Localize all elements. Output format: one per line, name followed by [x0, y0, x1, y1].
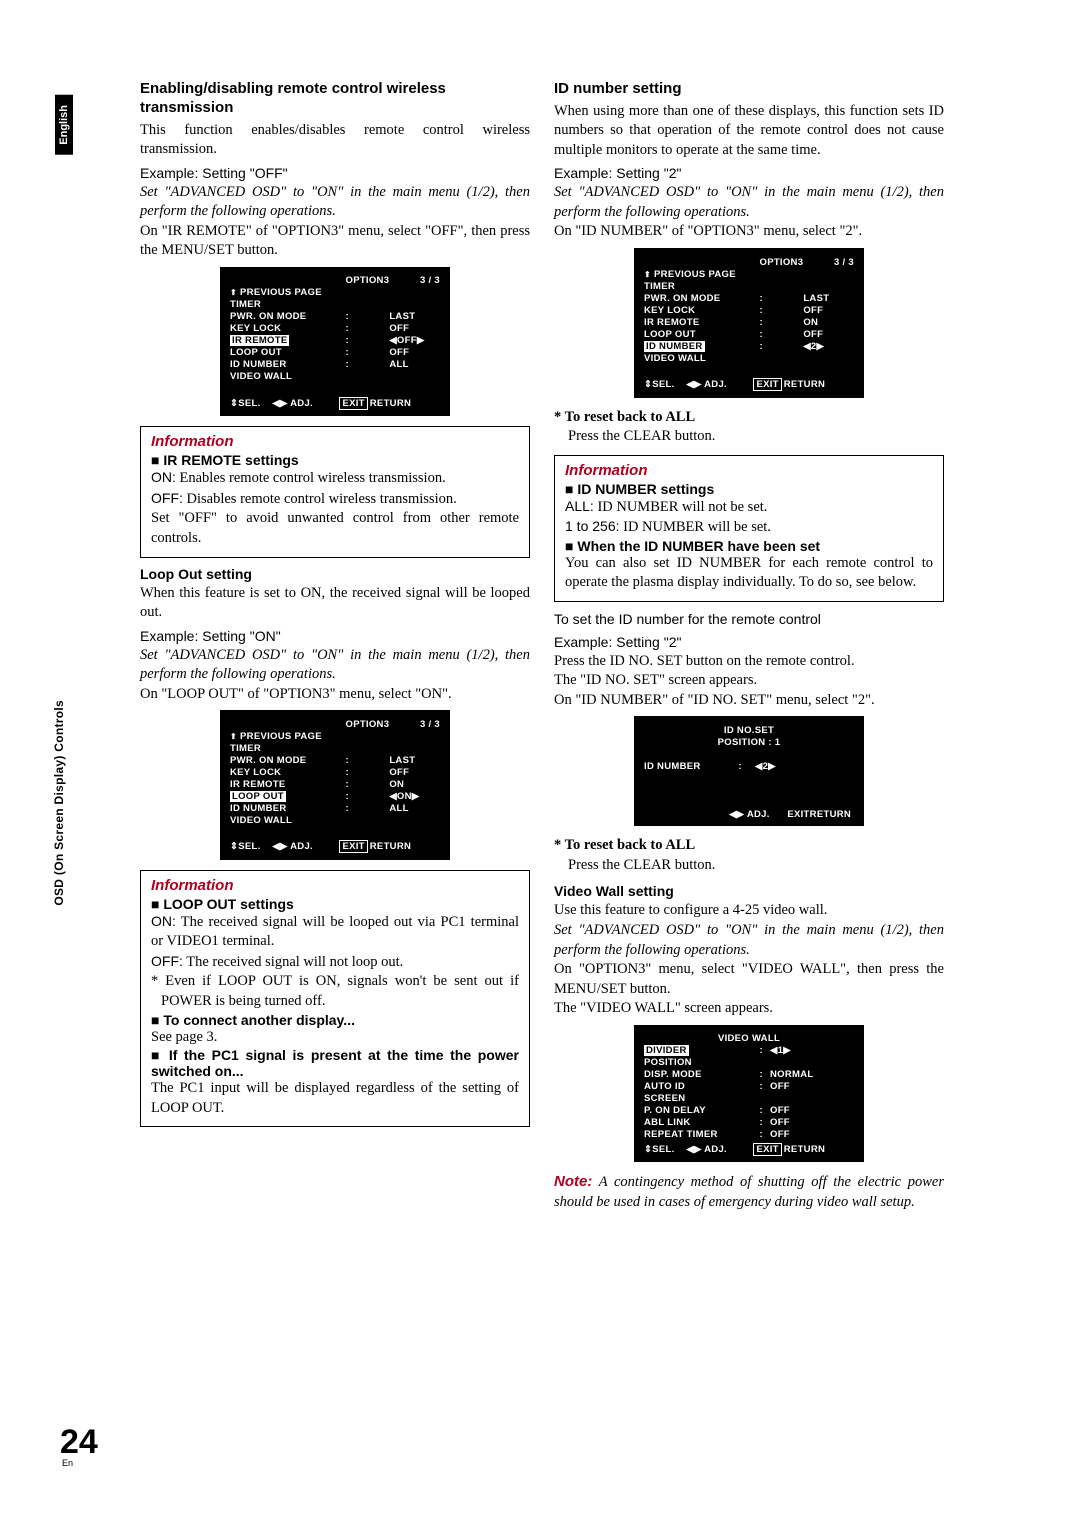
reset-line: * To reset back to ALL: [554, 836, 944, 856]
reset-line: * To reset back to ALL: [554, 408, 944, 428]
instruction: Set "ADVANCED OSD" to "ON" in the main m…: [140, 183, 530, 222]
note: Note: A contingency method of shutting o…: [554, 1172, 944, 1212]
osd-screen-loop-out: OPTION33 / 3 PREVIOUS PAGE TIMERPWR. ON …: [220, 710, 450, 860]
section-title: ID number setting: [554, 80, 944, 99]
para: When using more than one of these displa…: [554, 102, 944, 161]
para: When this feature is set to ON, the rece…: [140, 584, 530, 623]
info-title: Information: [565, 462, 933, 479]
example-label: Example: Setting "OFF": [140, 164, 530, 183]
info-line: See page 3.: [151, 1028, 519, 1048]
para: Use this feature to configure a 4-25 vid…: [554, 901, 944, 921]
info-title: Information: [151, 433, 519, 450]
example-label: Example: Setting "ON": [140, 627, 530, 646]
info-heading: ID NUMBER settings: [565, 481, 933, 497]
page-number: 24 En: [60, 1423, 98, 1468]
info-line: OFF: The received signal will not loop o…: [151, 952, 519, 973]
info-box: Information ID NUMBER settings ALL: ID N…: [554, 455, 944, 602]
info-heading: If the PC1 signal is present at the time…: [151, 1047, 519, 1079]
instruction: Set "ADVANCED OSD" to "ON" in the main m…: [554, 921, 944, 960]
left-column: Enabling/disabling remote control wirele…: [140, 80, 530, 1212]
content-columns: Enabling/disabling remote control wirele…: [140, 80, 1000, 1212]
info-heading: When the ID NUMBER have been set: [565, 538, 933, 554]
info-line: Set "OFF" to avoid unwanted control from…: [151, 509, 519, 548]
info-line: ALL: ID NUMBER will not be set.: [565, 497, 933, 518]
osd-screen-ir-remote: OPTION33 / 3 PREVIOUS PAGE TIMERPWR. ON …: [220, 267, 450, 417]
para: On "LOOP OUT" of "OPTION3" menu, select …: [140, 685, 530, 705]
side-section-label: OSD (On Screen Display) Controls: [52, 700, 66, 906]
para: On "OPTION3" menu, select "VIDEO WALL", …: [554, 960, 944, 999]
osd-screen-video-wall: VIDEO WALL DIVIDER:◀1▶POSITIONDISP. MODE…: [634, 1025, 864, 1163]
para: The "VIDEO WALL" screen appears.: [554, 999, 944, 1019]
info-heading: To connect another display...: [151, 1012, 519, 1028]
reset-instruction: Press the CLEAR button.: [554, 856, 944, 876]
info-line: * Even if LOOP OUT is ON, signals won't …: [151, 972, 519, 1011]
example-label: Example: Setting "2": [554, 633, 944, 652]
info-line: You can also set ID NUMBER for each remo…: [565, 554, 933, 593]
language-tab: English: [55, 95, 73, 155]
section-title: Video Wall setting: [554, 883, 944, 899]
example-label: Example: Setting "2": [554, 164, 944, 183]
info-line: OFF: Disables remote control wireless tr…: [151, 489, 519, 510]
osd-screen-id-number: OPTION33 / 3 PREVIOUS PAGE TIMERPWR. ON …: [634, 248, 864, 398]
info-line: ON: Enables remote control wireless tran…: [151, 468, 519, 489]
info-box: Information LOOP OUT settings ON: The re…: [140, 870, 530, 1128]
instruction: Set "ADVANCED OSD" to "ON" in the main m…: [140, 646, 530, 685]
info-heading: IR REMOTE settings: [151, 452, 519, 468]
subheading: To set the ID number for the remote cont…: [554, 610, 944, 629]
para: On "ID NUMBER" of "OPTION3" menu, select…: [554, 222, 944, 242]
section-title: Enabling/disabling remote control wirele…: [140, 80, 530, 118]
para: The "ID NO. SET" screen appears.: [554, 671, 944, 691]
para: This function enables/disables remote co…: [140, 121, 530, 160]
instruction: Set "ADVANCED OSD" to "ON" in the main m…: [554, 183, 944, 222]
info-line: ON: The received signal will be looped o…: [151, 912, 519, 952]
osd-screen-id-no-set: ID NO.SET POSITION : 1 ID NUMBER:◀2▶ ◀▶ …: [634, 716, 864, 826]
info-title: Information: [151, 877, 519, 894]
info-line: 1 to 256: ID NUMBER will be set.: [565, 517, 933, 538]
para: On "ID NUMBER" of "ID NO. SET" menu, sel…: [554, 691, 944, 711]
info-box: Information IR REMOTE settings ON: Enabl…: [140, 426, 530, 557]
section-title: Loop Out setting: [140, 566, 530, 582]
info-line: The PC1 input will be displayed regardle…: [151, 1079, 519, 1118]
reset-instruction: Press the CLEAR button.: [554, 427, 944, 447]
right-column: ID number setting When using more than o…: [554, 80, 944, 1212]
para: On "IR REMOTE" of "OPTION3" menu, select…: [140, 222, 530, 261]
info-heading: LOOP OUT settings: [151, 896, 519, 912]
para: Press the ID NO. SET button on the remot…: [554, 652, 944, 672]
